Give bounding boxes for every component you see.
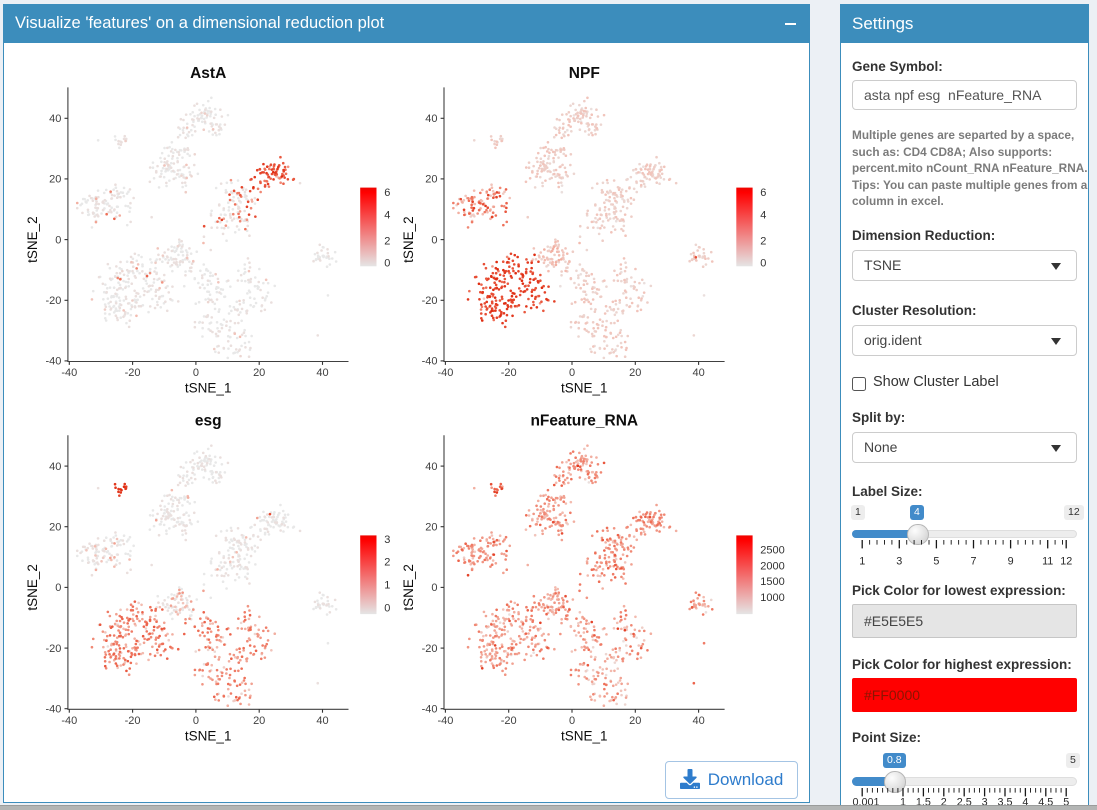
svg-text:1: 1 [900,796,906,808]
svg-text:3: 3 [982,796,988,808]
svg-text:9: 9 [1008,556,1014,568]
svg-text:11: 11 [1042,556,1053,568]
svg-text:5: 5 [1063,796,1069,808]
svg-text:4: 4 [1022,796,1028,808]
svg-text:7: 7 [970,556,976,568]
svg-text:5: 5 [933,556,939,568]
svg-text:3: 3 [896,556,902,568]
svg-text:1: 1 [859,556,865,568]
svg-text:2: 2 [941,796,947,808]
svg-text:12: 12 [1060,556,1072,568]
